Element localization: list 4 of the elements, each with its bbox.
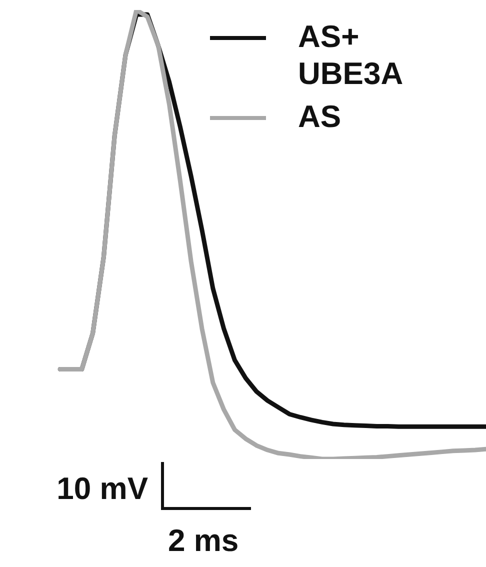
text: 2 ms: [168, 523, 239, 558]
legend-label: AS+ UBE3A: [298, 18, 404, 92]
legend-label: AS: [298, 98, 342, 135]
text: 10 mV: [56, 471, 148, 506]
